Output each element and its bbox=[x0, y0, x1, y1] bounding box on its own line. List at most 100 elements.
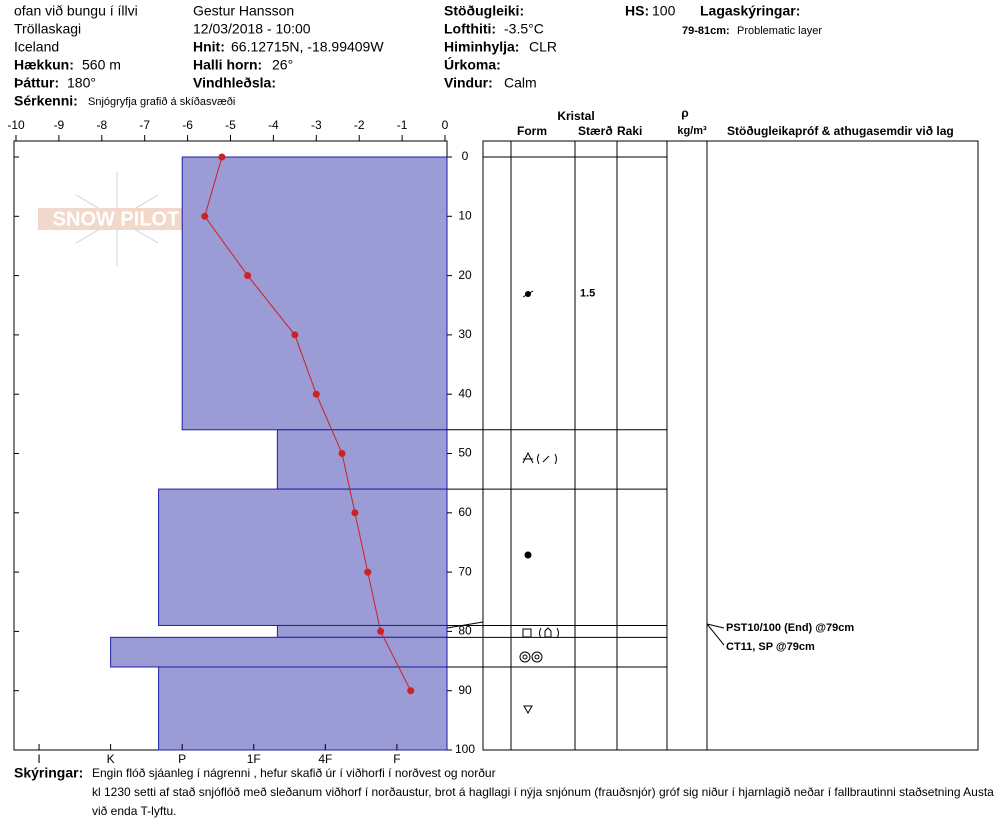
temperature-point bbox=[377, 627, 385, 635]
location: ofan við bungu í íllvi bbox=[14, 3, 138, 19]
temperature-point bbox=[244, 272, 252, 280]
grain-symbol bbox=[522, 290, 534, 298]
label: Hækkun: bbox=[14, 57, 74, 73]
grain-symbol bbox=[534, 654, 540, 660]
footer-label: Skýringar: bbox=[14, 765, 83, 781]
y-tick-label: 10 bbox=[458, 208, 472, 222]
grain-symbol bbox=[522, 654, 528, 660]
temp-tick-label: -1 bbox=[397, 118, 408, 132]
table-headers: Kristal Form Stærð Raki ρ kg/m³ Stöðugle… bbox=[517, 106, 954, 138]
logo: SNOW PILOT bbox=[38, 172, 194, 266]
footer-line: við enda T-lyftu. bbox=[92, 804, 177, 818]
wind: Calm bbox=[504, 75, 537, 91]
temperature-point bbox=[338, 450, 346, 457]
hardness-tick-label: P bbox=[178, 752, 186, 766]
header-cell: Form bbox=[517, 124, 547, 138]
temperature-line bbox=[204, 156, 412, 691]
temp-tick-label: -6 bbox=[182, 118, 193, 132]
hardness-bar bbox=[276, 429, 448, 490]
elevation: 560 m bbox=[82, 57, 121, 73]
temp-tick-label: -2 bbox=[354, 118, 365, 132]
slope: 26° bbox=[272, 57, 293, 73]
observer: Gestur Hansson bbox=[193, 3, 294, 19]
header-cell: kg/m³ bbox=[677, 125, 707, 137]
footer-line: kl 1230 setti af stað snjóflóð með sleða… bbox=[92, 785, 994, 799]
y-tick-label: 80 bbox=[458, 624, 472, 638]
label: HS: bbox=[625, 3, 649, 19]
temperature-point bbox=[407, 687, 415, 695]
hardness-tick-label: K bbox=[107, 752, 115, 766]
features: Snjógryfja grafið á skíðasvæði bbox=[88, 96, 235, 108]
y-tick-label: 90 bbox=[458, 683, 472, 697]
label: Stöðugleiki: bbox=[444, 3, 524, 19]
temperature-point bbox=[291, 331, 299, 339]
coords: 66.12715N, -18.99409W bbox=[231, 39, 384, 55]
temp-tick-label: -9 bbox=[54, 118, 65, 132]
label: Lofthiti: bbox=[444, 21, 496, 37]
temperature-point bbox=[364, 568, 372, 576]
hardness-bar bbox=[181, 156, 448, 431]
temperature-point bbox=[201, 212, 209, 220]
footer-line: Engin flóð sjáanleg í nágrenni , hefur s… bbox=[92, 766, 496, 780]
temperature-point bbox=[351, 509, 359, 517]
temp-tick-label: 0 bbox=[442, 118, 449, 132]
y-tick-label: 20 bbox=[458, 268, 472, 282]
tests: PST10/100 (End) @79cm CT11, SP @79cm bbox=[706, 622, 854, 653]
header-cell: Stöðugleikapróf & athugasemdir við lag bbox=[727, 124, 954, 138]
temp-tick-label: -10 bbox=[7, 118, 25, 132]
grain-symbol bbox=[539, 627, 559, 639]
country: Iceland bbox=[14, 39, 59, 55]
grain-symbol bbox=[522, 451, 557, 465]
label: Lagaskýringar: bbox=[700, 3, 800, 19]
y-tick-label: 30 bbox=[458, 327, 472, 341]
label: Úrkoma: bbox=[444, 56, 501, 73]
grain-symbol bbox=[522, 628, 532, 638]
label: Vindhleðsla: bbox=[193, 75, 276, 91]
region: Tröllaskagi bbox=[14, 21, 81, 37]
logo-text: SNOW PILOT bbox=[53, 208, 180, 230]
air-temp: -3.5°C bbox=[504, 21, 544, 37]
header-cell: Kristal bbox=[557, 109, 594, 123]
test: PST10/100 (End) @79cm bbox=[726, 622, 854, 634]
header-cell: Raki bbox=[617, 124, 642, 138]
y-tick-label: 100 bbox=[455, 742, 475, 756]
temperature-point bbox=[218, 153, 226, 161]
label: Sérkenni: bbox=[14, 93, 78, 109]
hardness-layers bbox=[110, 156, 448, 751]
header: ofan við bungu í íllvi Tröllaskagi Icela… bbox=[14, 3, 822, 109]
header-cell: Stærð bbox=[578, 124, 613, 138]
hardness-bar bbox=[158, 666, 448, 751]
test-arrow bbox=[706, 623, 725, 629]
grain-symbols bbox=[519, 290, 559, 715]
label: Hnit: bbox=[193, 39, 225, 55]
y-tick-label: 70 bbox=[458, 564, 472, 578]
hardness-tick-label: I bbox=[37, 752, 40, 766]
y-tick-label: 60 bbox=[458, 505, 472, 519]
table-frame bbox=[482, 140, 979, 751]
grain-symbol bbox=[524, 551, 532, 559]
layer-note-range: 79-81cm: bbox=[682, 25, 730, 37]
temp-tick-label: -5 bbox=[225, 118, 236, 132]
label: Vindur: bbox=[444, 75, 493, 91]
grain-symbol bbox=[531, 651, 543, 663]
label: Þáttur: bbox=[14, 75, 59, 91]
hardness-tick-label: 4F bbox=[318, 752, 332, 766]
header-cell: ρ bbox=[681, 106, 688, 120]
temp-tick-label: -8 bbox=[96, 118, 107, 132]
hardness-bar bbox=[276, 624, 448, 638]
y-tick-label: 40 bbox=[458, 386, 472, 400]
sky: CLR bbox=[529, 39, 557, 55]
hs: 100 bbox=[652, 3, 676, 19]
test: CT11, SP @79cm bbox=[726, 641, 815, 653]
label: Himinhylja: bbox=[444, 39, 519, 55]
y-tick-label: 50 bbox=[458, 446, 472, 460]
datetime: 12/03/2018 - 10:00 bbox=[193, 21, 311, 37]
hardness-bar bbox=[158, 488, 448, 626]
test-arrow bbox=[706, 623, 725, 646]
grain-symbol bbox=[523, 705, 533, 715]
label: Halli horn: bbox=[193, 57, 262, 73]
grain-symbol bbox=[519, 651, 531, 663]
temp-tick-label: -4 bbox=[268, 118, 279, 132]
temperature-point bbox=[312, 390, 320, 398]
